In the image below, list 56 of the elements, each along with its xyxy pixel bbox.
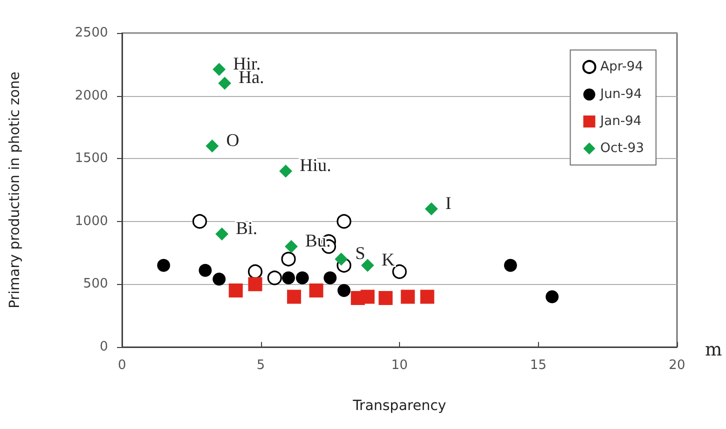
point xyxy=(324,271,337,284)
y-tick-label: 2500 xyxy=(74,26,108,40)
y-tick-label: 1000 xyxy=(74,214,108,229)
point xyxy=(361,258,374,272)
point xyxy=(287,290,302,304)
point xyxy=(248,277,262,292)
point xyxy=(212,62,226,76)
point xyxy=(338,284,350,297)
annotation: O xyxy=(226,130,240,150)
point xyxy=(296,271,309,284)
point xyxy=(400,290,415,304)
point xyxy=(420,290,434,304)
point xyxy=(281,252,296,266)
point xyxy=(284,240,298,254)
point xyxy=(198,264,212,277)
point xyxy=(267,270,282,286)
legend-label: Oct-93 xyxy=(600,141,644,156)
point xyxy=(546,290,559,304)
annotation: Bi. xyxy=(236,218,258,238)
point xyxy=(424,202,438,216)
point xyxy=(248,264,262,279)
point xyxy=(334,252,348,266)
point xyxy=(279,164,292,178)
point xyxy=(192,214,207,229)
y-tick-label: 2000 xyxy=(74,88,108,104)
y-tick-label: 0 xyxy=(100,340,108,354)
point xyxy=(212,272,226,286)
point xyxy=(157,258,170,272)
legend-label: Apr-94 xyxy=(600,60,644,74)
annotation: I xyxy=(445,192,452,213)
point xyxy=(392,264,407,279)
point xyxy=(215,227,228,240)
annotation: S xyxy=(355,243,366,264)
annotation: K xyxy=(382,249,395,270)
legend-label: Jun-94 xyxy=(599,87,642,102)
x-tick-label: 10 xyxy=(391,358,408,373)
point xyxy=(218,76,232,90)
point xyxy=(360,290,375,304)
point xyxy=(378,291,393,306)
x-axis-title: Transparency xyxy=(352,398,446,414)
point xyxy=(206,140,219,153)
y-axis-title: Primary production in photic zone xyxy=(7,72,23,308)
point xyxy=(336,214,352,229)
x-tick-label: 0 xyxy=(118,358,126,373)
point xyxy=(309,283,324,298)
y-tick-label: 1500 xyxy=(74,151,108,166)
y-tick-label: 500 xyxy=(83,276,108,292)
x-tick-label: 20 xyxy=(668,358,686,373)
point xyxy=(228,283,243,298)
x-tick-label: 15 xyxy=(530,358,547,373)
annotation: Hiu. xyxy=(300,155,332,176)
point xyxy=(282,271,295,284)
point xyxy=(504,258,517,272)
legend-label: Jan-94 xyxy=(599,114,642,129)
text: m xyxy=(705,340,722,360)
x-tick-label: 5 xyxy=(256,358,265,373)
